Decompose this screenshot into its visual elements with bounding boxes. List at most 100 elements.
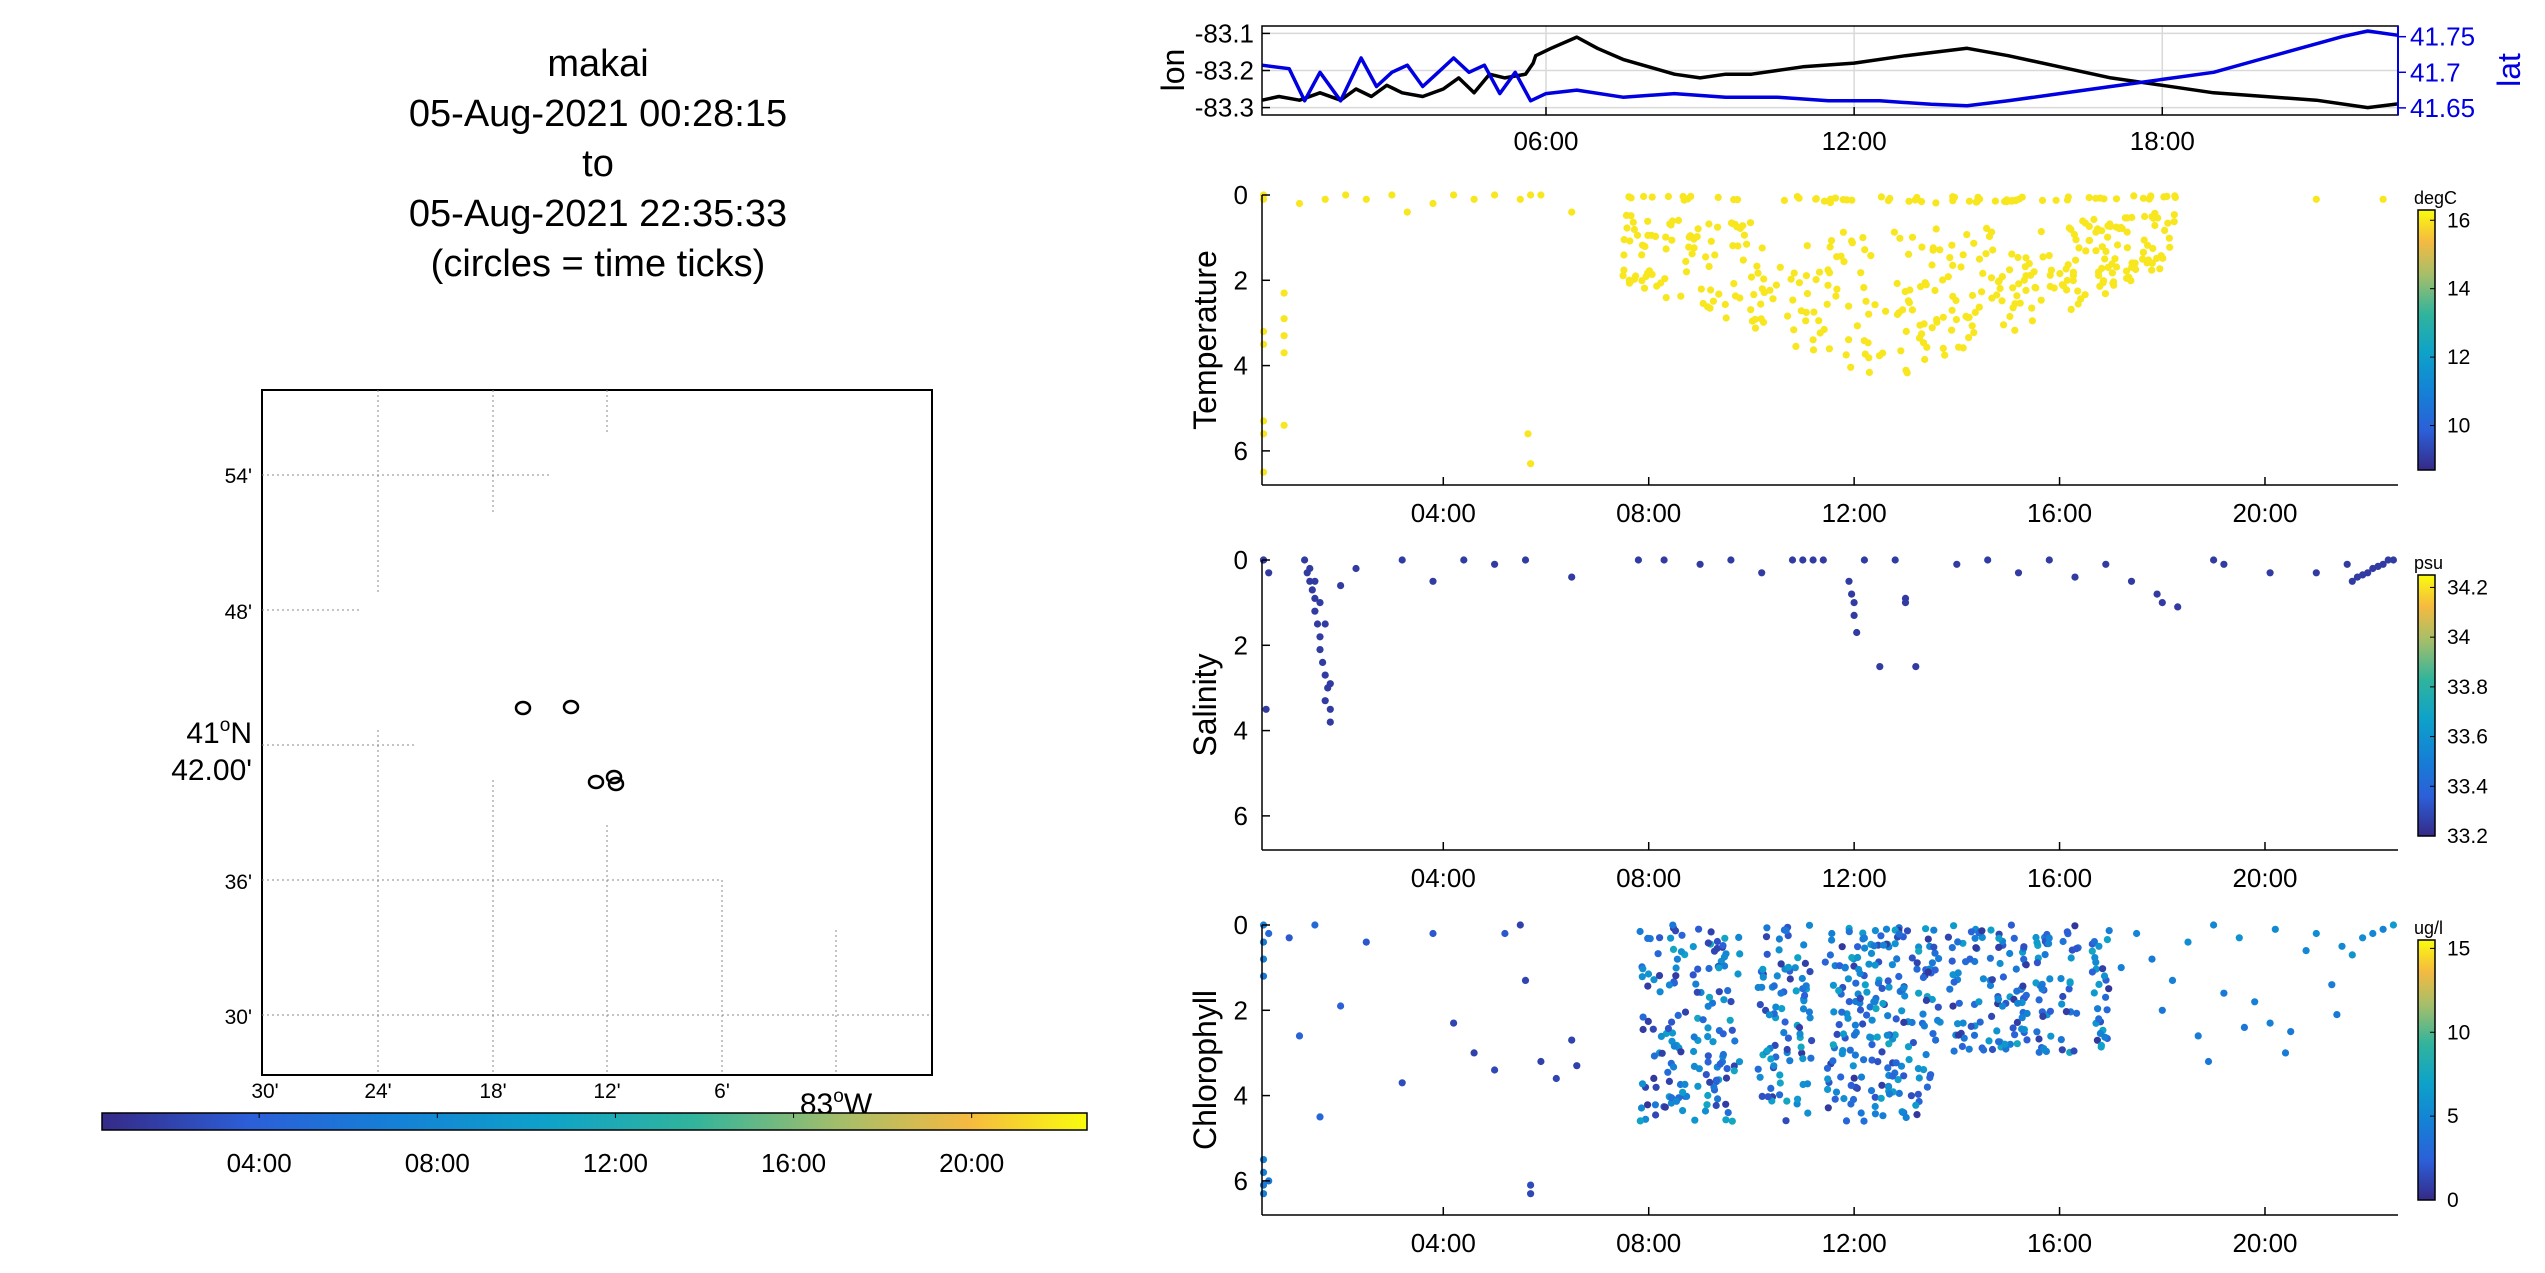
temperature-colorbar-tick-label: 12 xyxy=(2447,346,2470,369)
salinity-ylabel: Salinity xyxy=(1187,653,1223,756)
temperature-point xyxy=(2112,195,2121,203)
chlorophyll-point xyxy=(2090,989,2098,997)
chlorophyll-point xyxy=(1702,1071,1710,1079)
chlorophyll-point xyxy=(1975,998,1983,1006)
chlorophyll-point xyxy=(1959,1019,1967,1027)
temperature-point xyxy=(1753,262,1761,270)
chlorophyll-point xyxy=(1716,1060,1724,1068)
chlorophyll-point xyxy=(1965,1045,1973,1053)
chlorophyll-point xyxy=(1712,1101,1720,1110)
temperature-point xyxy=(1516,195,1524,203)
chlorophyll-point xyxy=(1703,1101,1711,1109)
temperature-point xyxy=(2108,260,2116,268)
temperature-point xyxy=(1790,269,1798,277)
salinity-colorbar xyxy=(2417,574,2436,837)
chlorophyll-point xyxy=(2023,1036,2031,1044)
chlorophyll-point xyxy=(1861,981,1869,989)
chlorophyll-point xyxy=(1986,954,1994,962)
temperature-point xyxy=(2003,198,2011,206)
salinity-point xyxy=(1848,590,1856,598)
temperature-point xyxy=(1707,237,1715,245)
chlorophyll-point xyxy=(1527,1190,1535,1198)
chlorophyll-point xyxy=(1674,1011,1682,1020)
chlorophyll-ylabel: Chlorophyll xyxy=(1187,990,1223,1150)
map-time-circle xyxy=(587,774,605,790)
map-lat-tick: 54' xyxy=(225,465,252,488)
temperature-point xyxy=(1769,295,1777,303)
temperature-point xyxy=(1908,306,1916,314)
chlorophyll-point xyxy=(1783,1097,1791,1105)
temperature-colorbar-tick-label: 14 xyxy=(2447,278,2471,301)
temperature-point xyxy=(1677,292,1685,300)
temperature-point xyxy=(2115,224,2123,233)
chlorophyll-point xyxy=(2097,1041,2105,1049)
chlorophyll-point xyxy=(1966,955,1974,963)
temperature-ytick-label: 2 xyxy=(1234,265,1248,295)
position-series-line xyxy=(1261,35,2399,110)
chlorophyll-point xyxy=(1664,1024,1672,1033)
chlorophyll-point xyxy=(1764,1093,1772,1101)
chlorophyll-point xyxy=(1652,1083,1660,1091)
temperature-point xyxy=(1861,246,1869,254)
chlorophyll-point xyxy=(1866,1003,1874,1011)
chlorophyll-point xyxy=(1644,1101,1652,1109)
salinity-point xyxy=(1568,573,1576,581)
salinity-point xyxy=(1491,560,1499,568)
temperature-point xyxy=(2052,196,2060,204)
chlorophyll-point xyxy=(1996,959,2004,968)
temperature-point xyxy=(1871,301,1879,309)
temperature-point xyxy=(1789,296,1797,304)
chlorophyll-point xyxy=(1704,1002,1712,1010)
temperature-point xyxy=(2086,236,2094,245)
chlorophyll-point xyxy=(2210,921,2218,929)
title-line-3: to xyxy=(582,143,614,185)
temperature-colorbar-tick-label: 16 xyxy=(2447,209,2470,232)
salinity-point xyxy=(1316,599,1324,607)
chlorophyll-point xyxy=(1782,927,1790,935)
temperature-point xyxy=(1848,237,1856,245)
temperature-point xyxy=(1626,237,1634,245)
temperature-point xyxy=(2011,326,2019,334)
temperature-point xyxy=(1949,292,1957,300)
temperature-point xyxy=(2170,211,2178,219)
temperature-point xyxy=(2022,254,2030,262)
chlorophyll-point xyxy=(1948,957,1956,965)
chlorophyll-point xyxy=(1923,1083,1931,1091)
chlorophyll-point xyxy=(1930,926,1938,934)
chlorophyll-point xyxy=(2022,991,2030,999)
chlorophyll-colorbar-units: ug/l xyxy=(2414,918,2443,938)
chlorophyll-point xyxy=(2058,1000,2066,1008)
chlorophyll-point xyxy=(1798,974,1806,983)
salinity-xtick-label: 16:00 xyxy=(2027,863,2092,893)
temperature-point xyxy=(2161,226,2169,234)
chlorophyll-point xyxy=(1719,1050,1727,1059)
chlorophyll-point xyxy=(1934,1003,1942,1011)
salinity-xtick-label: 08:00 xyxy=(1616,863,1681,893)
chlorophyll-point xyxy=(1854,943,1862,951)
chlorophyll-point xyxy=(1905,1056,1913,1064)
chlorophyll-point xyxy=(1883,1031,1891,1039)
chlorophyll-point xyxy=(2019,982,2027,990)
chlorophyll-point xyxy=(1913,965,1921,973)
temperature-point xyxy=(1896,234,1904,242)
salinity-point xyxy=(1845,577,1853,585)
temperature-point xyxy=(1893,279,1901,288)
chlorophyll-point xyxy=(1695,925,1703,933)
chlorophyll-point xyxy=(1878,984,1886,993)
temperature-point xyxy=(1993,291,2001,299)
chlorophyll-point xyxy=(1704,939,1712,947)
temperature-point xyxy=(1751,315,1759,323)
chlorophyll-point xyxy=(1713,944,1721,953)
chlorophyll-point xyxy=(1491,1066,1499,1074)
temperature-point xyxy=(1944,273,1952,281)
temperature-point xyxy=(1760,288,1769,296)
chlorophyll-point xyxy=(1669,945,1678,954)
salinity-point xyxy=(1876,663,1884,671)
chlorophyll-point xyxy=(1979,975,1987,983)
chlorophyll-point xyxy=(1693,988,1701,996)
chlorophyll-point xyxy=(1799,1055,1807,1063)
temperature-point xyxy=(2018,193,2026,201)
chlorophyll-point xyxy=(1871,1093,1879,1101)
chlorophyll-point xyxy=(1874,1058,1882,1066)
temperature-point xyxy=(2149,244,2157,253)
